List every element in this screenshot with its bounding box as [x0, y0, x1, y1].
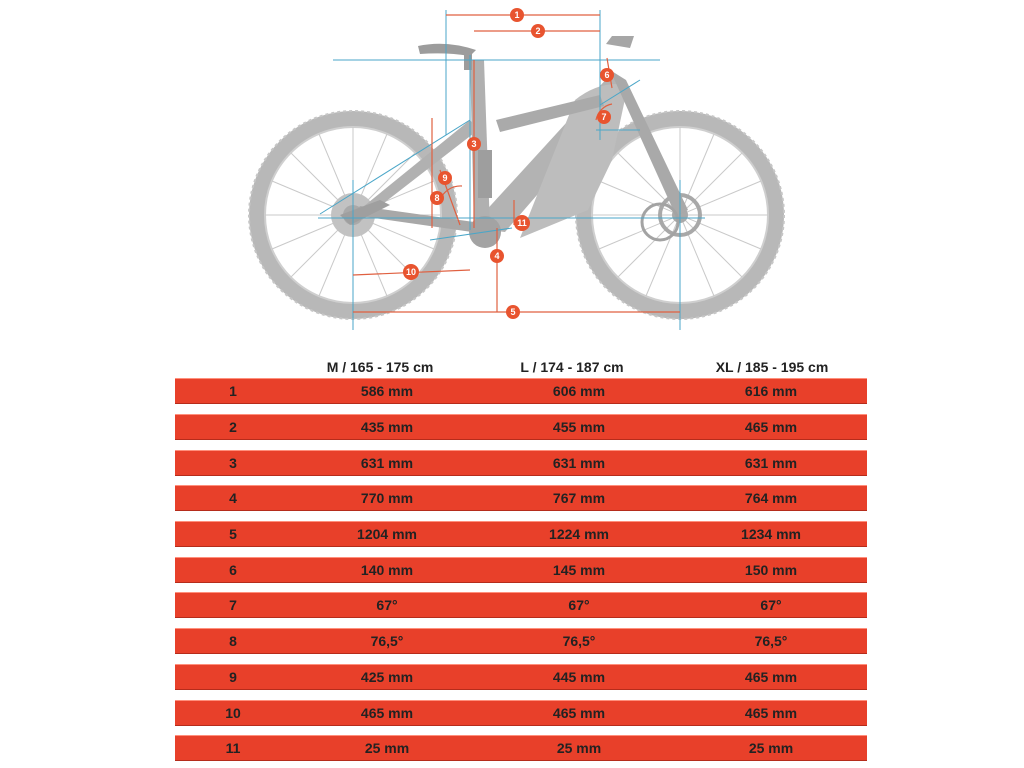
value-m: 67°	[376, 597, 398, 613]
svg-text:5: 5	[510, 307, 515, 317]
value-l: 1224 mm	[549, 526, 609, 542]
marker-11: 11	[514, 215, 530, 231]
value-xl: 1234 mm	[741, 526, 801, 542]
svg-text:1: 1	[514, 10, 519, 20]
table-header: M / 165 - 175 cm L / 174 - 187 cm XL / 1…	[175, 356, 867, 378]
value-l: 465 mm	[552, 705, 606, 721]
value-l: 76,5°	[562, 633, 596, 649]
table-row: 11 25 mm 25 mm 25 mm	[175, 735, 867, 761]
marker-10: 10	[403, 264, 419, 280]
value-xl: 465 mm	[744, 419, 798, 435]
row-id: 8	[229, 633, 237, 649]
marker-8: 8	[430, 191, 444, 205]
value-xl: 465 mm	[744, 705, 798, 721]
value-m: 586 mm	[360, 383, 414, 399]
value-xl: 764 mm	[744, 490, 798, 506]
table-row: 2 435 mm 455 mm 465 mm	[175, 414, 867, 440]
row-id: 11	[225, 740, 241, 756]
svg-text:4: 4	[494, 251, 499, 261]
marker-3: 3	[467, 137, 481, 151]
table-row: 9 425 mm 445 mm 465 mm	[175, 664, 867, 690]
value-xl: 76,5°	[754, 633, 788, 649]
value-xl: 67°	[760, 597, 782, 613]
svg-text:10: 10	[406, 267, 416, 277]
row-id: 5	[229, 526, 237, 542]
svg-text:9: 9	[442, 173, 447, 183]
svg-text:7: 7	[601, 112, 606, 122]
table-row: 10 465 mm 465 mm 465 mm	[175, 700, 867, 726]
row-id: 3	[229, 455, 237, 471]
value-m: 631 mm	[360, 455, 414, 471]
value-m: 435 mm	[360, 419, 414, 435]
marker-2: 2	[531, 24, 545, 38]
column-header-m: M / 165 - 175 cm	[326, 359, 434, 375]
table-row: 4 770 mm 767 mm 764 mm	[175, 485, 867, 511]
svg-text:6: 6	[604, 70, 609, 80]
svg-text:8: 8	[434, 193, 439, 203]
table-row: 1 586 mm 606 mm 616 mm	[175, 378, 867, 404]
table-row: 8 76,5° 76,5° 76,5°	[175, 628, 867, 654]
marker-1: 1	[510, 8, 524, 22]
value-l: 145 mm	[552, 562, 606, 578]
bike-geometry-diagram: 1 2 3 4 5 6 7 8	[248, 8, 785, 330]
value-l: 445 mm	[552, 669, 606, 685]
row-id: 2	[229, 419, 237, 435]
marker-7: 7	[597, 110, 611, 124]
row-id: 10	[225, 705, 241, 721]
table-row: 6 140 mm 145 mm 150 mm	[175, 557, 867, 583]
row-id: 1	[229, 383, 237, 399]
row-id: 9	[229, 669, 237, 685]
svg-text:11: 11	[517, 218, 527, 228]
value-l: 767 mm	[552, 490, 606, 506]
value-m: 1204 mm	[357, 526, 417, 542]
svg-text:2: 2	[535, 26, 540, 36]
reference-lines	[318, 10, 705, 330]
svg-text:3: 3	[471, 139, 476, 149]
value-m: 770 mm	[360, 490, 414, 506]
value-xl: 465 mm	[744, 669, 798, 685]
value-m: 425 mm	[360, 669, 414, 685]
column-header-xl: XL / 185 - 195 cm	[715, 359, 829, 375]
value-l: 25 mm	[556, 740, 602, 756]
row-id: 6	[229, 562, 237, 578]
table-row: 5 1204 mm 1224 mm 1234 mm	[175, 521, 867, 547]
value-xl: 616 mm	[744, 383, 798, 399]
value-m: 25 mm	[364, 740, 410, 756]
marker-9: 9	[438, 171, 452, 185]
value-m: 465 mm	[360, 705, 414, 721]
value-xl: 150 mm	[744, 562, 798, 578]
table-row: 3 631 mm 631 mm 631 mm	[175, 450, 867, 476]
column-header-l: L / 174 - 187 cm	[520, 359, 624, 375]
value-xl: 631 mm	[744, 455, 798, 471]
row-id: 7	[229, 597, 237, 613]
marker-4: 4	[490, 249, 504, 263]
row-id: 4	[229, 490, 237, 506]
value-l: 455 mm	[552, 419, 606, 435]
marker-6: 6	[600, 68, 614, 82]
table-row: 7 67° 67° 67°	[175, 592, 867, 618]
value-l: 631 mm	[552, 455, 606, 471]
value-xl: 25 mm	[748, 740, 794, 756]
value-m: 76,5°	[370, 633, 404, 649]
marker-5: 5	[506, 305, 520, 319]
value-m: 140 mm	[360, 562, 414, 578]
value-l: 606 mm	[552, 383, 606, 399]
value-l: 67°	[568, 597, 590, 613]
